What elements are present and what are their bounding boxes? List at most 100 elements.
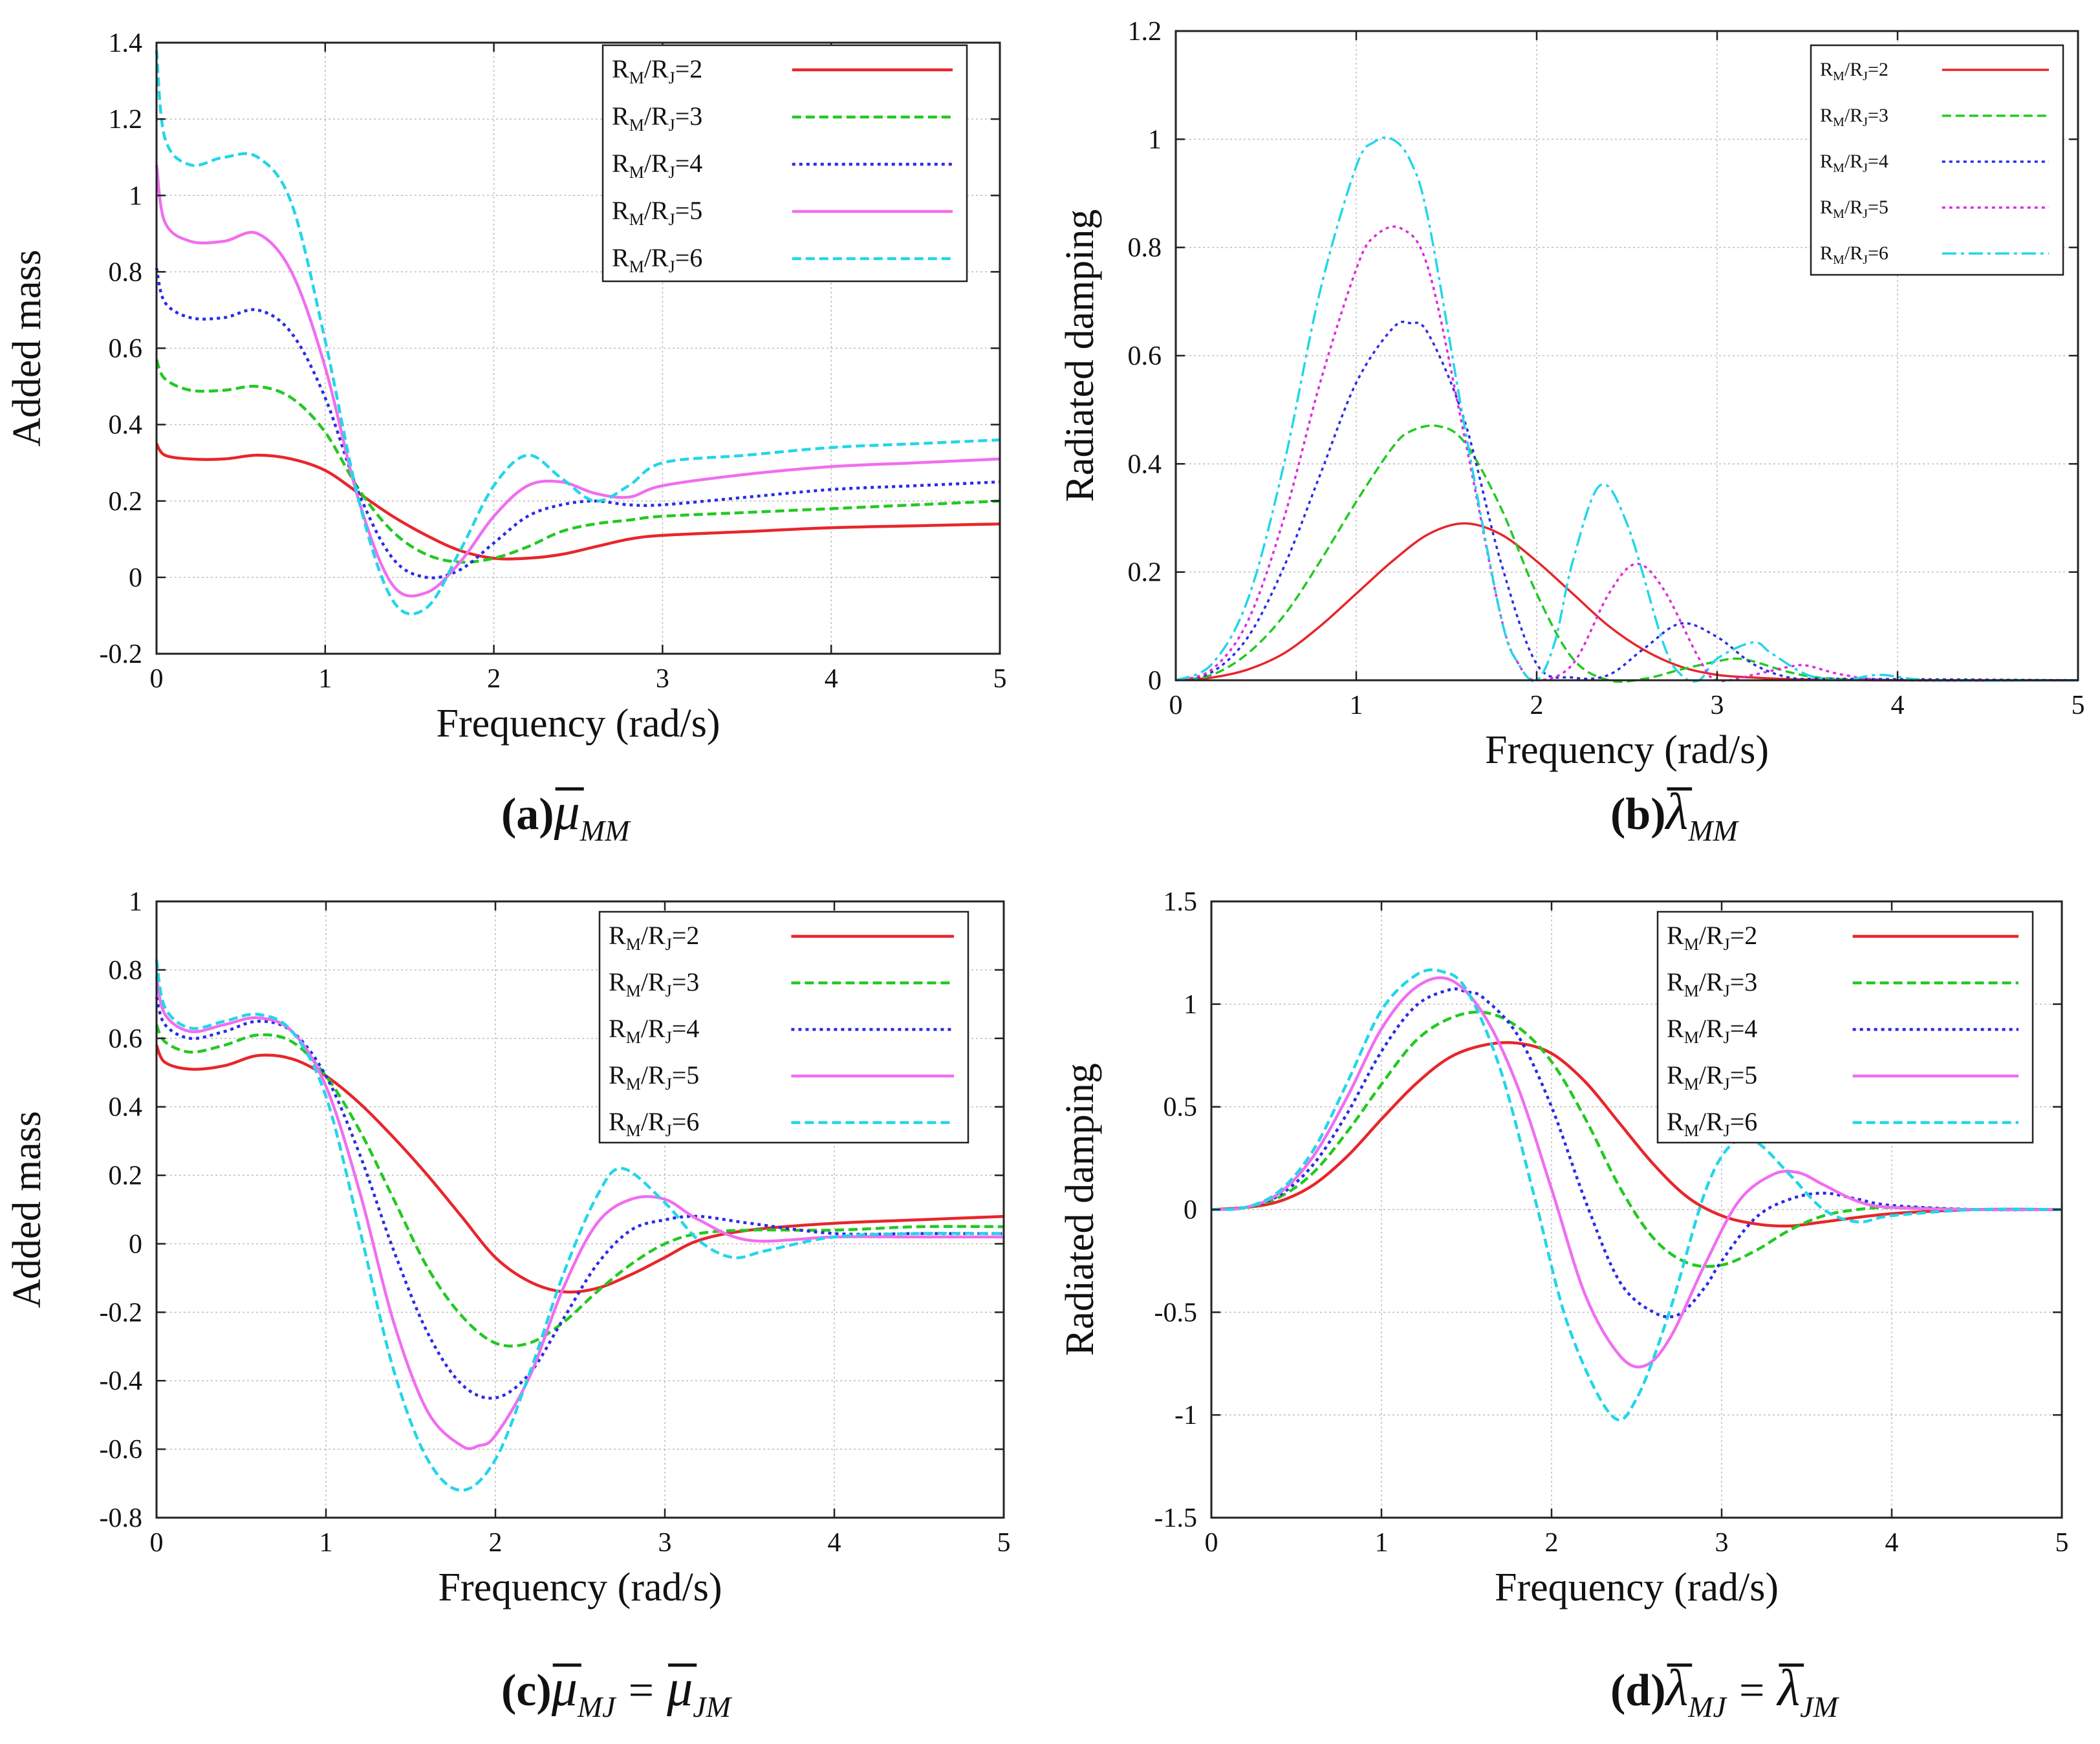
y-tick-label: 0.4 xyxy=(109,411,143,440)
x-tick-label: 5 xyxy=(993,664,1007,694)
caption-text: (c)μMJ = μJM xyxy=(501,1660,733,1723)
legend-label-4: RM/RJ=4 xyxy=(1667,1014,1757,1047)
legend-box xyxy=(1656,910,2034,1144)
x-tick-label: 2 xyxy=(489,1528,503,1558)
y-axis-label: Added mass xyxy=(5,250,49,447)
x-tick-label: 5 xyxy=(997,1528,1011,1558)
y-tick-label: -0.6 xyxy=(100,1435,143,1465)
x-tick-label: 3 xyxy=(658,1528,672,1558)
panel-a: 0 1 2 3 4 5-0.200.20.40.60.811.21.4Frequency … xyxy=(5,28,1007,847)
series-line-6 xyxy=(1175,136,2079,683)
y-tick-label: 1 xyxy=(129,887,142,917)
legend-box xyxy=(598,910,969,1144)
x-tick-label: 1 xyxy=(319,1528,333,1558)
y-tick-label: 1.4 xyxy=(109,28,143,58)
y-tick-label: 1.2 xyxy=(109,105,143,135)
x-axis-label: Frequency (rad/s) xyxy=(437,702,720,746)
series-line-4 xyxy=(155,267,1001,579)
y-tick-label: 0.2 xyxy=(109,1161,143,1191)
y-axis-label: Added mass xyxy=(5,1111,49,1308)
series-line-3 xyxy=(1211,1010,2062,1268)
y-tick-label: 0.6 xyxy=(1128,341,1162,371)
series-line-5 xyxy=(155,164,1001,598)
y-tick-label: 0 xyxy=(1184,1196,1197,1225)
x-tick-label: 1 xyxy=(1350,691,1363,720)
series-line-4 xyxy=(155,996,1004,1400)
y-tick-label: 0.6 xyxy=(109,1024,143,1054)
y-tick-label: 0.8 xyxy=(109,257,143,287)
y-tick-label: -0.2 xyxy=(100,640,143,669)
y-tick-label: 0.4 xyxy=(1128,449,1162,479)
series-line-4 xyxy=(1211,987,2062,1319)
y-tick-label: 0.2 xyxy=(109,487,143,517)
legend-label-6: RM/RJ=6 xyxy=(612,243,702,276)
y-tick-label: -0.8 xyxy=(100,1503,143,1533)
series-line-2 xyxy=(155,1044,1004,1294)
x-tick-label: 0 xyxy=(1169,691,1183,720)
legend-label-5: RM/RJ=5 xyxy=(1667,1060,1757,1093)
legend-label-6: RM/RJ=6 xyxy=(609,1107,699,1140)
legend: RM/RJ=2 RM/RJ=3 RM/RJ=4 RM/RJ=5 RM/RJ=6 xyxy=(1810,44,2064,276)
y-tick-label: 1.5 xyxy=(1164,887,1198,917)
y-tick-label: 1 xyxy=(129,181,142,211)
caption-text: (d)λMJ = λJM xyxy=(1610,1660,1840,1723)
series-line-3 xyxy=(155,359,1001,564)
y-tick-label: -0.2 xyxy=(100,1298,143,1328)
legend-label-4: RM/RJ=4 xyxy=(609,1014,699,1047)
legend-label-4: RM/RJ=4 xyxy=(612,149,702,182)
legend-label-2: RM/RJ=2 xyxy=(1820,59,1889,83)
x-tick-label: 4 xyxy=(828,1528,841,1558)
caption-text: (a)μMM xyxy=(501,784,631,847)
x-tick-label: 0 xyxy=(1205,1528,1218,1558)
y-tick-label: 0 xyxy=(129,1229,142,1259)
series-group xyxy=(155,50,1001,616)
x-tick-label: 2 xyxy=(487,664,501,694)
plot-frame xyxy=(155,900,1005,1519)
legend-box xyxy=(1810,44,2064,276)
legend-label-2: RM/RJ=2 xyxy=(1667,921,1757,954)
legend-label-6: RM/RJ=6 xyxy=(1667,1107,1757,1140)
y-axis-label: Radiated damping xyxy=(1058,1063,1102,1356)
y-tick-label: 0.2 xyxy=(1128,558,1162,588)
legend-label-2: RM/RJ=2 xyxy=(609,921,699,954)
y-tick-label: 0.5 xyxy=(1164,1093,1198,1123)
x-tick-label: 1 xyxy=(1375,1528,1389,1558)
legend-label-3: RM/RJ=3 xyxy=(612,102,702,135)
x-tick-label: 5 xyxy=(2072,691,2085,720)
series-line-5 xyxy=(1211,976,2062,1369)
y-tick-label: 0.8 xyxy=(109,956,143,985)
series-line-3 xyxy=(1175,424,2079,683)
x-tick-label: 4 xyxy=(1891,691,1905,720)
series-line-6 xyxy=(155,959,1004,1492)
y-tick-label: 0.8 xyxy=(1128,233,1162,263)
panel-caption: (b)λMM xyxy=(1610,784,1740,847)
y-tick-label: 0 xyxy=(129,563,142,593)
legend-label-3: RM/RJ=3 xyxy=(1820,105,1889,129)
panel-caption: (d)λMJ = λJM xyxy=(1610,1660,1840,1723)
series-line-6 xyxy=(155,50,1001,616)
x-tick-label: 4 xyxy=(1885,1528,1899,1558)
series-group xyxy=(155,959,1004,1492)
y-tick-label: 1 xyxy=(1184,990,1197,1020)
legend: RM/RJ=2 RM/RJ=3 RM/RJ=4 RM/RJ=5 RM/RJ=6 xyxy=(1656,910,2034,1144)
legend-label-3: RM/RJ=3 xyxy=(1667,967,1757,1000)
series-group xyxy=(1211,968,2062,1422)
x-tick-label: 1 xyxy=(318,664,332,694)
caption-text: (b)λMM xyxy=(1610,784,1740,847)
panel-caption: (c)μMJ = μJM xyxy=(501,1660,733,1723)
x-tick-label: 2 xyxy=(1545,1528,1559,1558)
y-tick-label: 0.4 xyxy=(109,1093,143,1123)
series-line-5 xyxy=(155,976,1004,1450)
legend-label-6: RM/RJ=6 xyxy=(1820,242,1889,267)
x-tick-label: 2 xyxy=(1530,691,1544,720)
panel-c: 0 1 2 3 4 5 -0.8 -0.6 -0.4 -0.2 0 0.2 0.4 0.6 0.8 1 Freq… xyxy=(5,887,1011,1723)
legend-label-3: RM/RJ=3 xyxy=(609,967,699,1000)
y-tick-label: 0 xyxy=(1148,666,1162,696)
legend: RM/RJ=2 RM/RJ=3 RM/RJ=4 RM/RJ=5 RM/RJ=6 xyxy=(598,910,969,1144)
y-tick-label: -0.5 xyxy=(1154,1298,1198,1328)
series-line-2 xyxy=(1211,1041,2062,1228)
legend-label-4: RM/RJ=4 xyxy=(1820,151,1889,175)
series-line-3 xyxy=(155,1024,1004,1348)
